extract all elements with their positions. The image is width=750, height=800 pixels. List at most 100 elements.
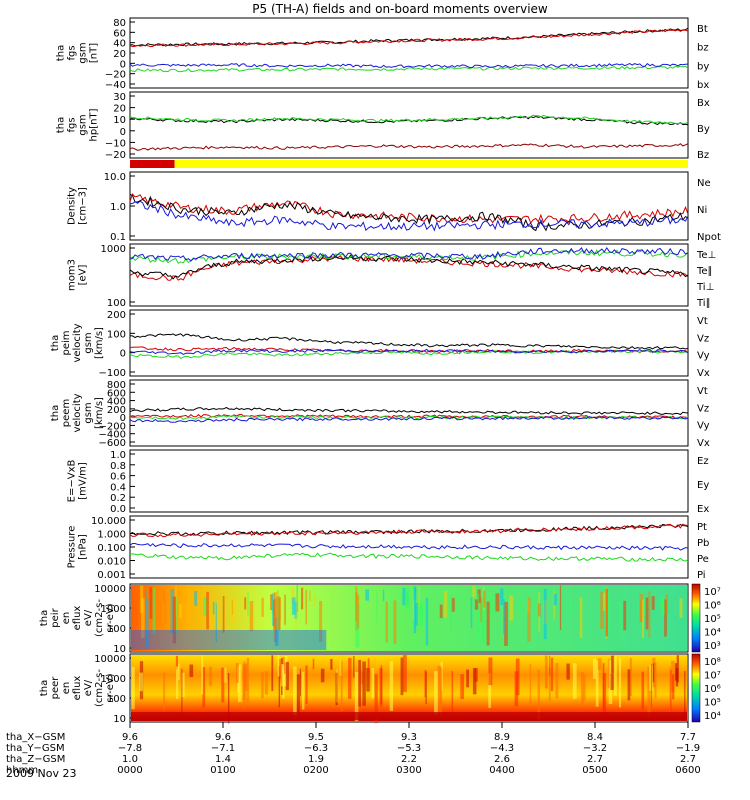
spectrogram-streak	[382, 589, 385, 602]
legend-entry: Ne	[697, 178, 711, 189]
y-tick-label: −600	[99, 438, 126, 449]
y-axis-label-line: fgs	[67, 117, 78, 132]
spectrogram-streak	[608, 659, 613, 705]
y-axis-label-line: (cm2-s-	[94, 599, 105, 637]
x-tick-label: −5.3	[397, 743, 421, 754]
y-tick-label: 200	[107, 310, 126, 321]
y-axis-label: thapeemvelocitygsm[km/s]	[50, 393, 105, 432]
series-line-Te⊥	[129, 255, 689, 281]
legend-entry: Bz	[697, 150, 709, 161]
y-tick-label: 100	[107, 624, 126, 635]
spectrogram-streak	[313, 595, 316, 607]
x-tick-label: −4.3	[490, 743, 514, 754]
spectrogram-streak	[664, 599, 667, 637]
colorbar-label: 10⁵	[704, 614, 721, 625]
y-tick-label: −20	[105, 150, 126, 161]
spectrogram-streak	[500, 588, 504, 606]
y-axis-label-line: peer	[50, 676, 61, 700]
y-axis-label-line: sr-eV)	[105, 603, 116, 632]
x-tick-label: 8.9	[494, 732, 510, 743]
spectrogram-streak	[553, 594, 557, 606]
y-axis-label-line: mom3	[67, 259, 78, 291]
spectrogram-streak	[488, 673, 492, 708]
spectrogram-streak	[674, 663, 678, 681]
legend-entry: Ti⊥	[696, 282, 714, 293]
spectrogram-streak	[362, 661, 366, 706]
y-tick-label: 1000	[101, 244, 126, 255]
spectrogram-streak	[206, 591, 209, 630]
y-tick-label: 0.001	[97, 570, 126, 581]
spectrogram-streak	[291, 588, 295, 605]
spectrogram-streak	[355, 586, 358, 622]
y-tick-label: 20	[113, 104, 126, 115]
spectrogram-streak	[543, 588, 547, 640]
y-axis-label-line: tha	[56, 45, 67, 61]
y-axis-label-line: peem	[61, 399, 72, 427]
spectrogram-streak	[305, 589, 308, 625]
spectrogram-streak	[477, 593, 479, 641]
spectrogram-streak	[227, 672, 230, 724]
spectrogram-streak	[296, 585, 298, 613]
legend-entry: Te∥	[696, 266, 713, 277]
x-tick-label: 0600	[675, 765, 700, 776]
spectrogram-streak	[285, 661, 289, 691]
y-tick-label: 400	[107, 397, 126, 408]
x-tick-label: −7.1	[211, 743, 235, 754]
y-axis-label-line: velocity	[72, 323, 83, 362]
spectrogram-streak	[376, 590, 378, 623]
spectrogram-streak	[651, 596, 655, 610]
spectrogram-streak	[583, 673, 586, 701]
y-tick-label: 100	[107, 694, 126, 705]
panel-4: 1000 100 mom3[eV] Te⊥ Te∥ Ti⊥ Ti∥	[67, 243, 716, 309]
y-axis-label: thafgsgsmhp[nT]	[56, 108, 100, 141]
y-axis-label-line: gsm	[83, 332, 94, 353]
spectrogram-streak	[249, 601, 254, 632]
series-line-bz	[129, 29, 689, 48]
spectrogram-streak	[559, 585, 562, 630]
y-tick-label: −10	[105, 138, 126, 149]
panel-frame	[129, 583, 689, 653]
spectrogram-streak	[629, 658, 632, 696]
spectrogram-streak	[202, 667, 206, 708]
spectrogram-streak	[481, 600, 486, 643]
series-line-Vx	[129, 416, 689, 423]
y-axis-label: mom3[eV]	[67, 259, 89, 291]
panel-10: 10000 1000 100 10 thapeerenefluxeV/(cm2-s-sr…	[39, 653, 721, 725]
y-tick-label: 0	[120, 349, 126, 360]
y-tick-label: 10000	[94, 654, 126, 665]
spectrogram-streak	[301, 587, 304, 610]
colorbar-label: 10³	[704, 641, 721, 652]
spectrogram-streak	[400, 657, 404, 696]
legend-entry: By	[697, 124, 710, 135]
spectrogram-streak	[279, 659, 281, 679]
y-tick-label: 200	[107, 405, 126, 416]
spectrogram-streak	[619, 657, 622, 708]
y-axis-label-line: Density	[67, 187, 78, 225]
spectrogram-streak	[613, 656, 617, 696]
spectrogram-streak	[295, 589, 297, 638]
y-axis-label-line: en	[61, 612, 72, 625]
axis-row-label: tha_X−GSM	[6, 732, 65, 743]
spectrogram-streak	[208, 666, 212, 686]
y-tick-label: 10	[113, 714, 126, 725]
x-tick-label: 0300	[396, 765, 421, 776]
colorbar-label: 10⁴	[704, 711, 721, 722]
y-axis-label-line: [nT]	[89, 43, 100, 63]
spectrogram-streak	[139, 672, 144, 692]
legend-entry: Vy	[697, 421, 710, 432]
spectrogram-streak	[566, 663, 570, 680]
legend-entry: Vt	[697, 386, 708, 397]
y-tick-label: 60	[113, 28, 126, 39]
legend-entry: Vz	[697, 403, 709, 414]
spectrogram-streak	[402, 655, 407, 692]
spectrogram-streak	[277, 655, 280, 677]
spectrogram-streak	[679, 598, 683, 618]
x-tick-label: 1.0	[122, 754, 138, 765]
spectrogram-streak	[579, 597, 583, 638]
spectrogram-streak	[389, 661, 394, 711]
spectrogram-streak	[172, 596, 177, 644]
spectrogram-streak	[451, 671, 454, 715]
